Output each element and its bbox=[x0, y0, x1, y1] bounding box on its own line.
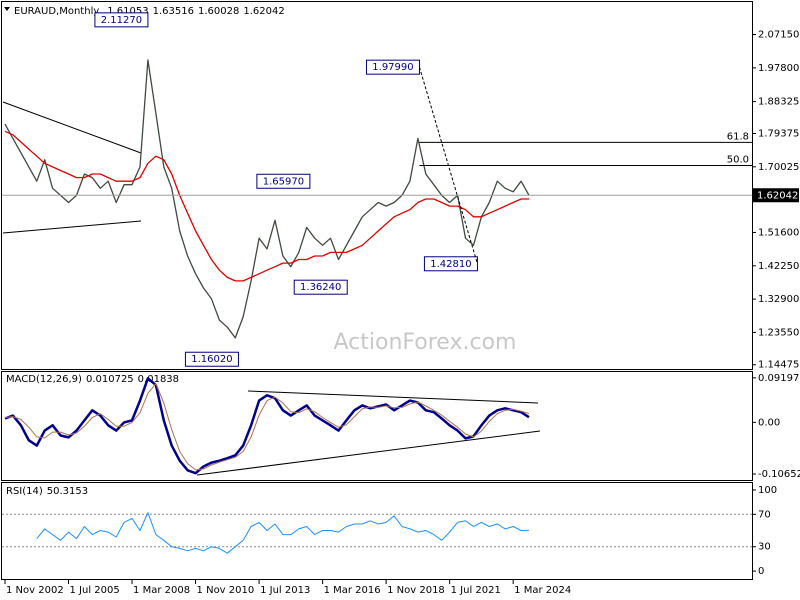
y-tick-label: 0 bbox=[758, 566, 764, 577]
y-tick-label: 1.70025 bbox=[758, 162, 799, 173]
indicator-name: MACD(12,26,9) bbox=[6, 374, 82, 385]
price-annotation: 1.65970 bbox=[263, 176, 304, 187]
y-tick-label: 1.42250 bbox=[758, 261, 799, 272]
x-tick-label: 1 Mar 2024 bbox=[514, 585, 571, 596]
low: 1.60028 bbox=[198, 6, 239, 17]
x-tick-label: 1 Mar 2008 bbox=[133, 585, 190, 596]
y-tick-label: 1.14475 bbox=[758, 360, 799, 371]
price-annotation: 2.11270 bbox=[101, 15, 142, 26]
current-price-tag bbox=[753, 188, 799, 203]
y-tick-label: 1.79375 bbox=[758, 128, 799, 139]
close: 1.62042 bbox=[243, 6, 284, 17]
price-annotation: 1.36240 bbox=[300, 282, 341, 293]
macd-frame bbox=[1, 371, 753, 481]
rsi-frame bbox=[1, 482, 753, 580]
trendline bbox=[2, 220, 142, 234]
rsi-header: RSI(14) 50.3153 bbox=[6, 486, 88, 497]
high: 1.63516 bbox=[153, 6, 194, 17]
series-line bbox=[36, 512, 530, 554]
y-tick-label: 1.97800 bbox=[758, 63, 799, 74]
symbol: EURAUD,Monthly bbox=[14, 6, 99, 17]
watermark: ActionForex.com bbox=[334, 330, 517, 355]
trendline bbox=[247, 390, 539, 404]
fib-label: 50.0 bbox=[727, 154, 749, 165]
y-tick-label: 0.091976 bbox=[758, 373, 800, 384]
fib-label: 61.8 bbox=[727, 131, 749, 142]
y-tick-label: 30 bbox=[758, 542, 771, 553]
y-tick-label: 70 bbox=[758, 509, 771, 520]
x-tick-label: 1 Nov 2010 bbox=[197, 585, 255, 596]
dropdown-icon bbox=[4, 7, 10, 11]
price-annotation: 1.16020 bbox=[191, 354, 232, 365]
price-annotation-box bbox=[423, 256, 478, 272]
panel-frames bbox=[1, 1, 753, 580]
y-tick-label: 1.51600 bbox=[758, 227, 799, 238]
series-line bbox=[4, 130, 529, 282]
x-tick-label: 1 Nov 2002 bbox=[6, 585, 64, 596]
y-tick-label: 100 bbox=[758, 485, 777, 496]
series-line bbox=[4, 377, 530, 475]
price-annotation: 1.42810 bbox=[430, 259, 471, 270]
x-tick-label: 1 Jul 2021 bbox=[451, 585, 501, 596]
price-header: EURAUD,Monthly 1.61053 1.63516 1.60028 1.620… bbox=[14, 6, 285, 17]
y-tick-label: 1.23550 bbox=[758, 327, 799, 338]
y-tick-label: 1.32900 bbox=[758, 294, 799, 305]
price-frame bbox=[1, 1, 753, 370]
y-tick-label: -0.106528 bbox=[758, 469, 800, 480]
y-tick-label: 2.07150 bbox=[758, 30, 799, 41]
macd-header: MACD(12,26,9) 0.010725 0.01838 bbox=[6, 374, 179, 385]
trendline bbox=[196, 430, 541, 476]
x-tick-label: 1 Nov 2018 bbox=[387, 585, 445, 596]
trendline bbox=[2, 101, 142, 154]
price-annotation-box bbox=[293, 279, 348, 295]
series-line bbox=[4, 383, 530, 471]
x-tick-label: 1 Jul 2005 bbox=[70, 585, 120, 596]
x-tick-label: 1 Jul 2013 bbox=[260, 585, 310, 596]
current-price-label: 1.62042 bbox=[757, 190, 798, 201]
y-tick-label: 1.88325 bbox=[758, 97, 799, 108]
y-tick-label: 0.00 bbox=[758, 417, 780, 428]
price-annotation-box bbox=[94, 12, 149, 28]
signal-reading: 0.01838 bbox=[138, 374, 179, 385]
price-annotation: 1.97990 bbox=[372, 62, 413, 73]
macd-reading: 0.010725 bbox=[86, 374, 134, 385]
x-tick-label: 1 Mar 2016 bbox=[324, 585, 381, 596]
price-annotation-box bbox=[256, 173, 311, 189]
price-annotation-box bbox=[184, 351, 239, 367]
rsi-reading: 50.3153 bbox=[47, 486, 88, 497]
indicator-name: RSI(14) bbox=[6, 486, 43, 497]
open: 1.61053 bbox=[107, 6, 148, 17]
